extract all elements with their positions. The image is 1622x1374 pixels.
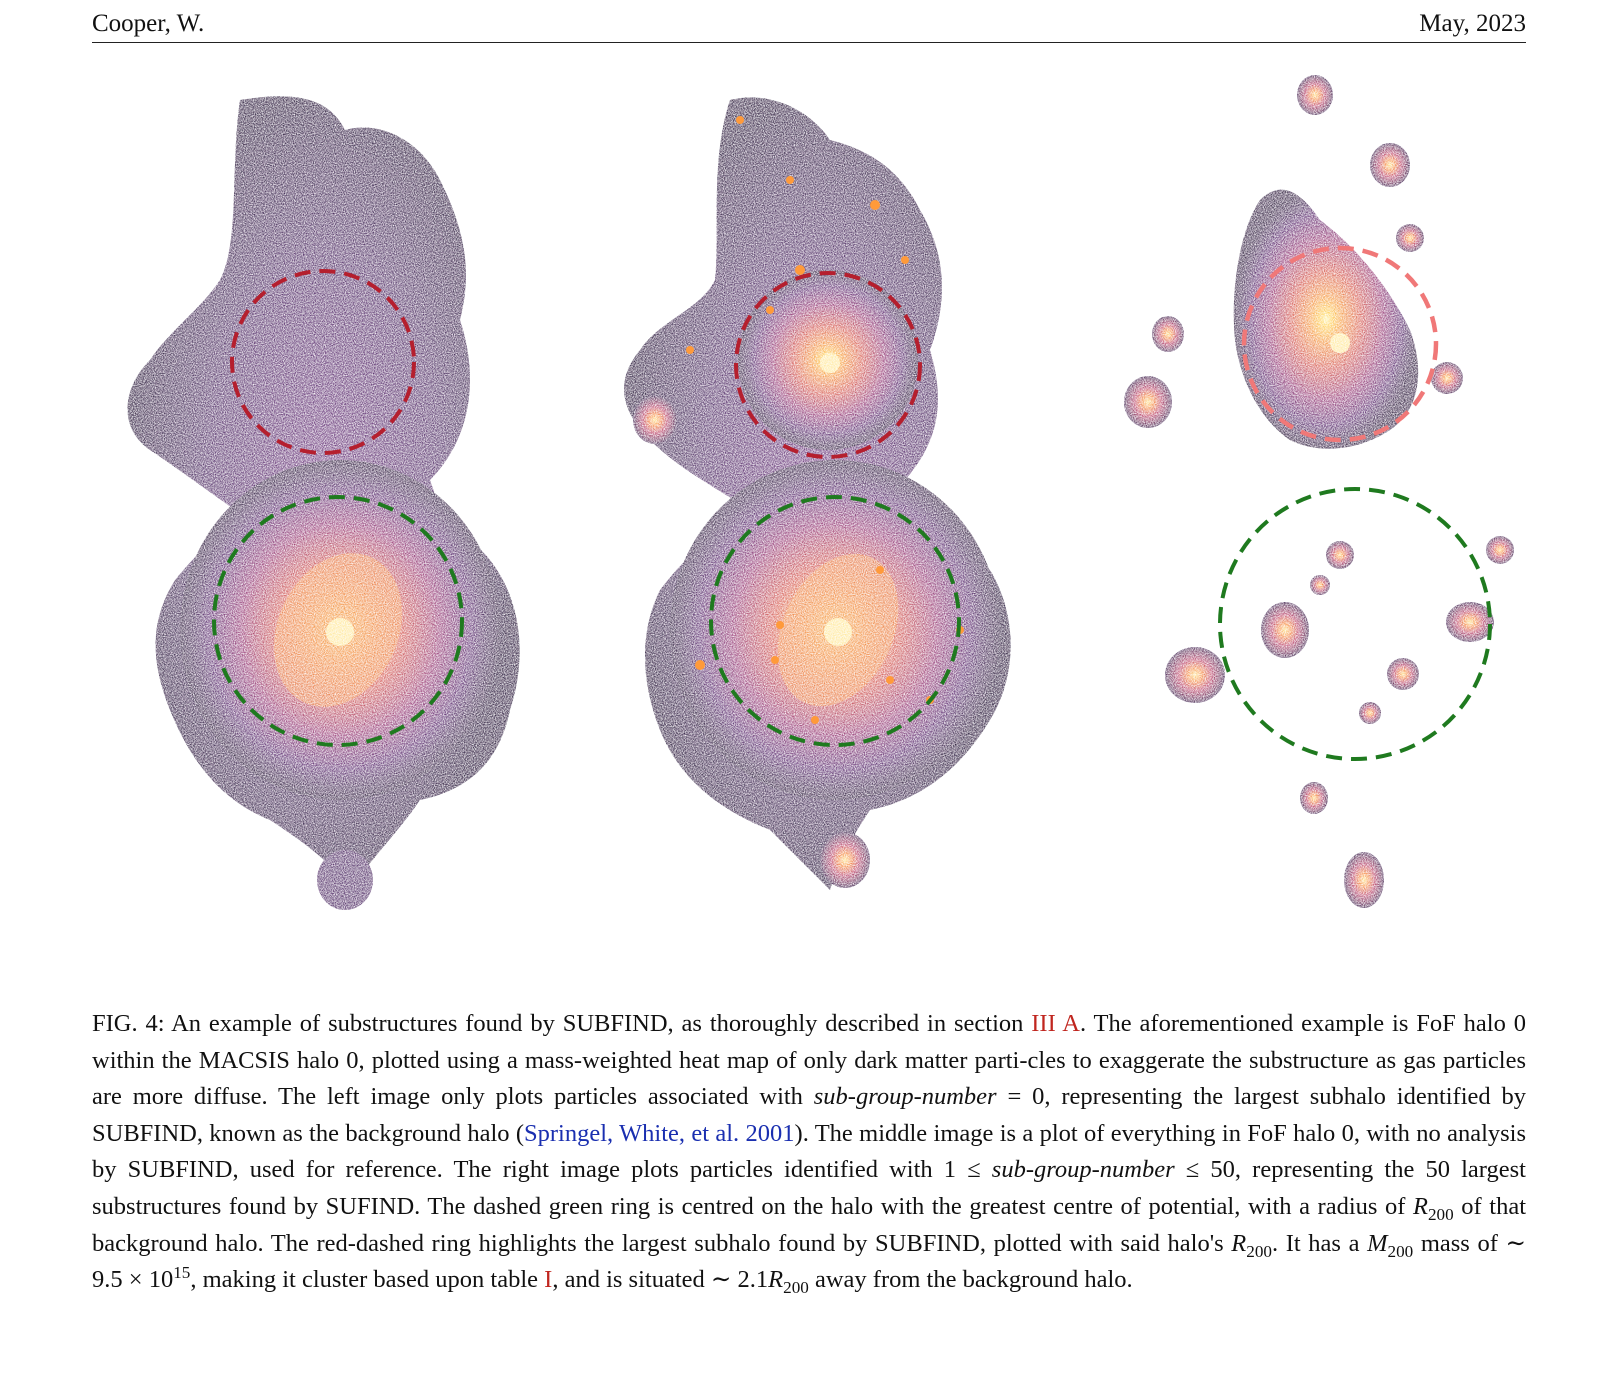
middle-panel: [623, 97, 1011, 891]
green-ring-left: [212, 495, 464, 747]
red-ring-left: [230, 269, 416, 455]
caption-text-9: , making it cluster based upon table: [190, 1266, 545, 1294]
author: Cooper, W.: [92, 10, 205, 37]
running-head: Cooper, W. May, 2023: [92, 6, 1526, 43]
caption-m200-sub: 200: [1387, 1241, 1414, 1261]
caption-text-1: An example of substructures found by SUB…: [164, 1010, 1032, 1037]
red-ring-middle: [734, 271, 922, 459]
caption-text-11: away from the background halo.: [808, 1266, 1133, 1294]
green-ring-middle: [709, 495, 961, 747]
ref-section-link[interactable]: III A: [1031, 1010, 1080, 1037]
red-ring-right: [1241, 245, 1439, 443]
date: May, 2023: [1419, 10, 1526, 37]
caption-r200-a: R: [1413, 1192, 1428, 1220]
ref-table-link[interactable]: I: [544, 1266, 553, 1294]
caption-m200: M: [1367, 1229, 1388, 1257]
caption-sgn-1: sub-group-number: [813, 1083, 997, 1111]
caption-r200-b: R: [1231, 1229, 1247, 1257]
green-ring-right: [1218, 487, 1492, 761]
caption-exponent: 15: [173, 1263, 191, 1282]
figure-svg: [127, 75, 1514, 910]
caption-sgn-2: sub-group-number: [991, 1156, 1175, 1184]
caption-label: FIG. 4:: [92, 1010, 165, 1037]
caption-text-6: of that background halo. The red-dashed …: [92, 1192, 1526, 1257]
right-panel: [1124, 75, 1514, 908]
figure-caption: FIG. 4: An example of substructures foun…: [92, 1006, 1526, 1299]
caption-text-5: ≤ 50, representing the 50 largest substr…: [92, 1156, 1526, 1220]
caption-text-4: ). The middle image is a plot of everyth…: [92, 1119, 1526, 1184]
caption-r200-b-sub: 200: [1246, 1241, 1272, 1261]
caption-text-8: mass of ∼ 9.5 × 10: [92, 1229, 1527, 1294]
caption-r200-a-sub: 200: [1427, 1204, 1454, 1224]
caption-r200-c-sub: 200: [783, 1278, 809, 1298]
citation-link[interactable]: Springel, White, et al. 2001: [524, 1119, 795, 1147]
caption-text-2: . The aforementioned example is FoF halo…: [92, 1010, 1526, 1111]
caption-r200-c: R: [768, 1266, 784, 1294]
left-panel: [127, 96, 520, 910]
caption-text-3: = 0, representing the largest subhalo id…: [92, 1083, 1526, 1147]
caption-text-7: . It has a: [1271, 1229, 1368, 1257]
figure: [0, 60, 1622, 960]
caption-text-10: , and is situated ∼ 2.1: [552, 1266, 769, 1294]
